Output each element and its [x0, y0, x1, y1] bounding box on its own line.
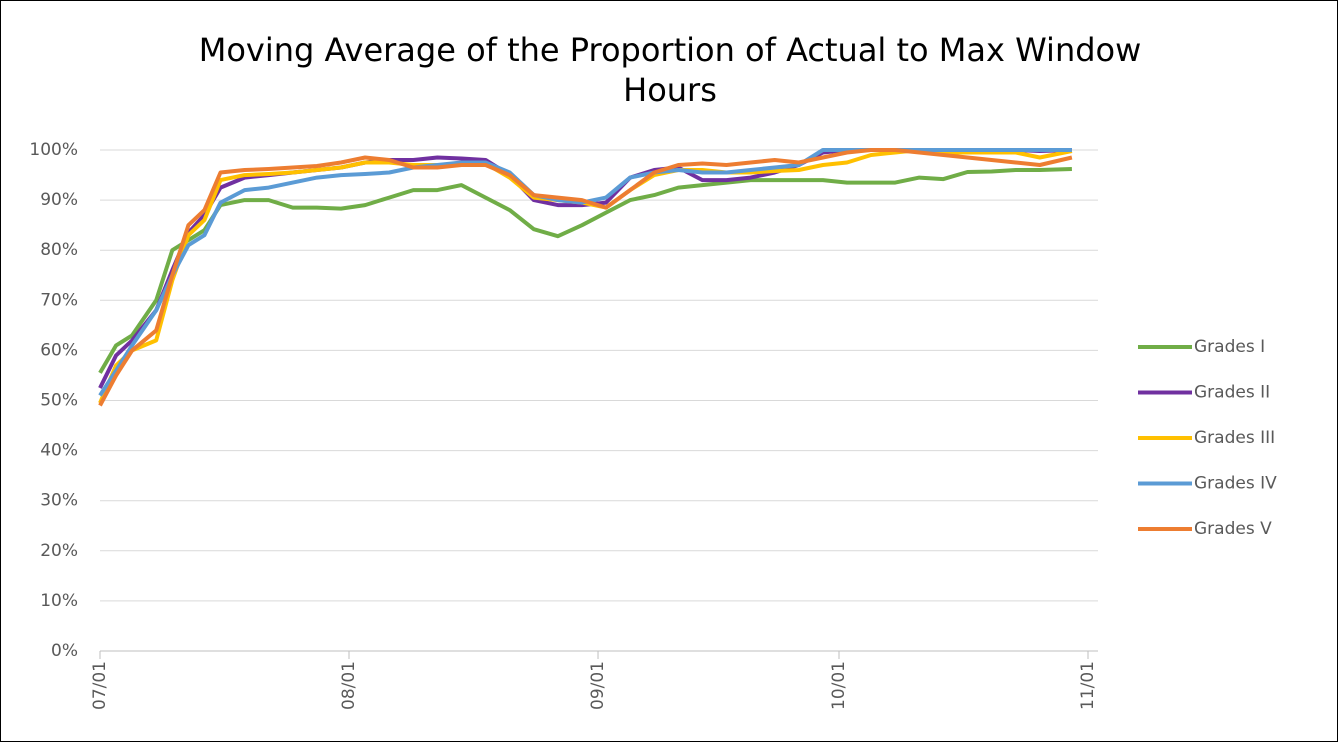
series-line — [98, 148, 1073, 404]
legend-label: Grades II — [1194, 383, 1270, 403]
y-tick-label: 60% — [40, 340, 78, 360]
y-tick-label: 30% — [40, 491, 78, 511]
y-tick-label: 80% — [40, 240, 78, 260]
y-tick-label: 0% — [51, 641, 78, 661]
x-tick-label: 07/01 — [90, 661, 110, 710]
chart-title: Moving Average of the Proportion of Actu… — [198, 31, 1142, 109]
legend-label: Grades III — [1194, 428, 1275, 448]
legend-label: Grades IV — [1194, 474, 1277, 494]
legend-label: Grades V — [1194, 519, 1272, 539]
series-line — [98, 148, 1073, 407]
x-tick-label: 11/01 — [1078, 661, 1098, 710]
y-tick-label: 50% — [40, 391, 78, 411]
series-line — [98, 148, 1072, 389]
y-tick-label: 90% — [40, 190, 78, 210]
x-tick-label: 08/01 — [339, 661, 359, 710]
y-tick-label: 20% — [40, 541, 78, 561]
x-tick-label: 09/01 — [588, 661, 608, 710]
x-tick-label: 10/01 — [829, 661, 849, 710]
series-line — [98, 148, 1072, 397]
y-tick-label: 100% — [29, 140, 78, 160]
y-tick-label: 70% — [40, 290, 78, 310]
y-tick-label: 40% — [40, 441, 78, 461]
legend-label: Grades I — [1194, 337, 1265, 357]
y-tick-label: 10% — [40, 591, 78, 611]
